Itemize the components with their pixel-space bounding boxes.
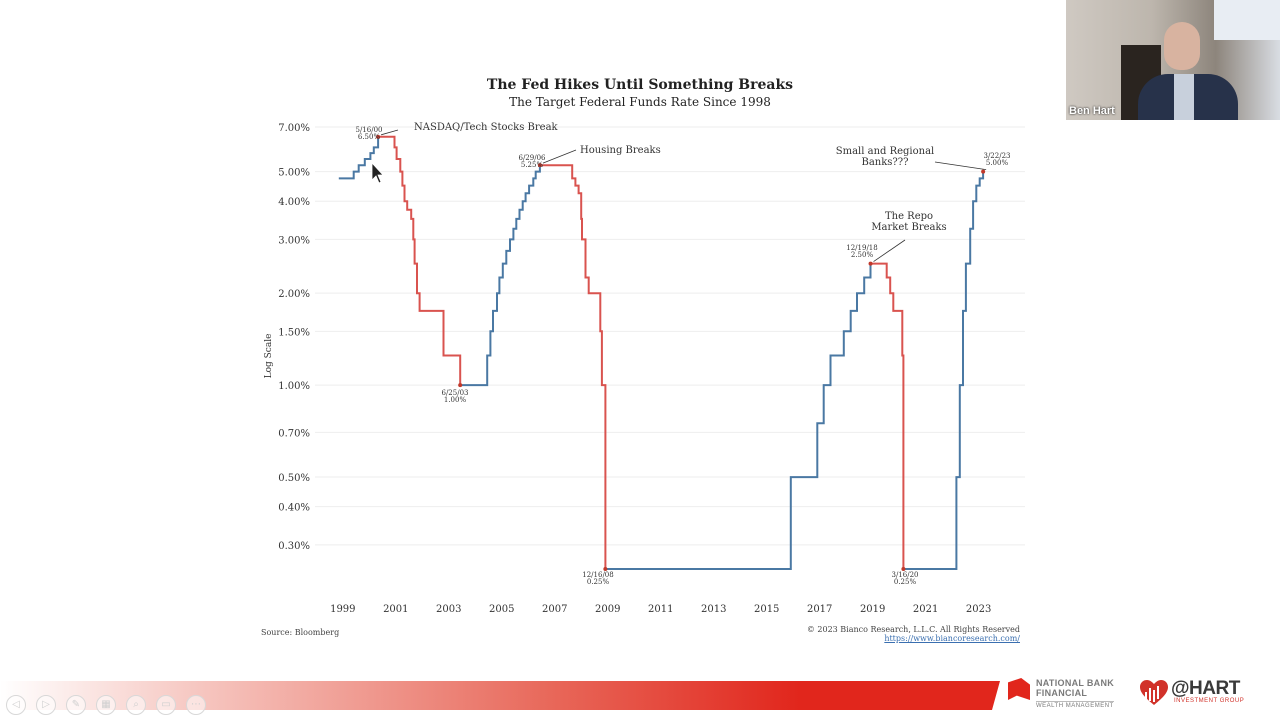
rate-series-hike bbox=[903, 171, 985, 570]
annotation-rate: 5.25% bbox=[521, 161, 544, 169]
nbf-flag-icon bbox=[1008, 678, 1030, 700]
annotation-rate: 2.50% bbox=[851, 251, 874, 259]
x-tick-label: 2023 bbox=[966, 604, 991, 615]
annotation-arrow bbox=[934, 161, 987, 171]
x-tick-label: 1999 bbox=[330, 604, 355, 615]
rate-series-cut bbox=[870, 262, 905, 569]
annotation-arrow bbox=[380, 129, 399, 136]
pen-icon[interactable]: ✎ bbox=[66, 695, 86, 715]
y-tick-label: 0.30% bbox=[278, 541, 310, 552]
y-tick-label: 0.70% bbox=[278, 428, 310, 439]
annotation-arrow bbox=[542, 149, 577, 164]
annotation-rate: 0.25% bbox=[894, 578, 917, 586]
x-tick-label: 2015 bbox=[754, 604, 779, 615]
x-tick-label: 2007 bbox=[542, 604, 567, 615]
hart-heart-icon bbox=[1140, 680, 1168, 705]
mouse-cursor-icon bbox=[371, 161, 384, 184]
y-tick-label: 3.00% bbox=[278, 235, 310, 246]
annotation-rate: 0.25% bbox=[587, 578, 610, 586]
next-slide-icon[interactable]: ▷ bbox=[36, 695, 56, 715]
x-tick-label: 2001 bbox=[383, 604, 408, 615]
x-tick-label: 2009 bbox=[595, 604, 620, 615]
rate-series-cut bbox=[539, 164, 607, 569]
annotation-date: 6/29/06 bbox=[519, 154, 547, 162]
annotation-rate: 1.00% bbox=[444, 396, 467, 404]
slides-grid-icon[interactable]: ▦ bbox=[96, 695, 116, 715]
hart-line1: @HART bbox=[1171, 678, 1240, 699]
x-tick-label: 2003 bbox=[436, 604, 461, 615]
nbf-line2: FINANCIAL bbox=[1036, 688, 1088, 698]
zoom-icon[interactable]: ⌕ bbox=[126, 695, 146, 715]
y-tick-label: 1.50% bbox=[278, 327, 310, 338]
annotation-rate: 6.50% bbox=[358, 133, 381, 141]
prev-slide-icon[interactable]: ◁ bbox=[6, 695, 26, 715]
annotation-label: Banks??? bbox=[861, 157, 908, 168]
annotation-label: The Repo bbox=[885, 211, 933, 222]
y-axis-label: Log Scale bbox=[264, 334, 274, 379]
y-tick-label: 0.40% bbox=[278, 503, 310, 514]
subtitles-icon[interactable]: ▭ bbox=[156, 695, 176, 715]
chart-title: The Fed Hikes Until Something Breaks bbox=[486, 77, 794, 93]
annotation-point bbox=[981, 169, 986, 174]
copyright-text: © 2023 Bianco Research, L.L.C. All Right… bbox=[806, 625, 1020, 634]
x-tick-label: 2005 bbox=[489, 604, 514, 615]
x-tick-label: 2013 bbox=[701, 604, 726, 615]
annotation-date: 12/16/08 bbox=[582, 571, 613, 579]
presenter-name: Ben Hart bbox=[1069, 105, 1115, 117]
annotation-arrow bbox=[873, 239, 906, 262]
presenter-video[interactable]: Ben Hart bbox=[1066, 0, 1280, 120]
presenter-shirt bbox=[1174, 74, 1194, 120]
y-tick-label: 7.00% bbox=[278, 123, 310, 134]
x-tick-label: 2017 bbox=[807, 604, 832, 615]
rate-series-hike bbox=[460, 165, 541, 387]
national-bank-logo: NATIONAL BANK FINANCIAL WEALTH MANAGEMEN… bbox=[1008, 678, 1133, 712]
annotation-date: 3/22/23 bbox=[984, 152, 1011, 160]
y-tick-label: 5.00% bbox=[278, 168, 310, 179]
y-tick-label: 2.00% bbox=[278, 289, 310, 300]
y-tick-label: 1.00% bbox=[278, 381, 310, 392]
presenter-head bbox=[1164, 22, 1200, 70]
x-tick-label: 2019 bbox=[860, 604, 885, 615]
hart-line2: INVESTMENT GROUP bbox=[1174, 698, 1245, 704]
annotation-point bbox=[901, 567, 906, 571]
video-window bbox=[1214, 0, 1280, 40]
nbf-line1: NATIONAL BANK bbox=[1036, 678, 1115, 688]
annotation-label: Market Breaks bbox=[871, 222, 946, 233]
rate-series-hike bbox=[338, 136, 380, 180]
annotation-label: Housing Breaks bbox=[580, 145, 661, 156]
rate-series-hold bbox=[605, 263, 872, 570]
source-link[interactable]: https://www.biancoresearch.com/ bbox=[884, 634, 1020, 643]
annotation-point bbox=[376, 134, 381, 139]
y-tick-label: 0.50% bbox=[278, 473, 310, 484]
x-tick-label: 2021 bbox=[913, 604, 938, 615]
annotation-date: 5/16/00 bbox=[356, 126, 383, 134]
nbf-line3: WEALTH MANAGEMENT bbox=[1036, 701, 1114, 709]
annotation-date: 6/25/03 bbox=[442, 389, 469, 397]
annotation-point bbox=[458, 383, 463, 388]
chart-subtitle: The Target Federal Funds Rate Since 1998 bbox=[509, 95, 771, 109]
annotation-label: NASDAQ/Tech Stocks Break bbox=[414, 122, 559, 133]
annotation-date: 3/16/20 bbox=[892, 571, 919, 579]
annotation-point bbox=[868, 261, 873, 266]
y-tick-label: 4.00% bbox=[278, 197, 310, 208]
source-note: Source: Bloomberg bbox=[261, 628, 340, 637]
more-options-icon[interactable]: ⋯ bbox=[186, 695, 206, 715]
rate-series-cut bbox=[378, 135, 462, 386]
slideshow-controls: ◁ ▷ ✎ ▦ ⌕ ▭ ⋯ bbox=[6, 695, 206, 715]
annotation-date: 12/19/18 bbox=[846, 244, 877, 252]
copyright-block: © 2023 Bianco Research, L.L.C. All Right… bbox=[807, 625, 1020, 643]
annotation-point bbox=[603, 567, 608, 571]
annotation-point bbox=[537, 163, 542, 168]
annotation-rate: 5.00% bbox=[986, 159, 1009, 167]
hart-logo: @HART INVESTMENT GROUP bbox=[1140, 678, 1255, 712]
annotation-label: Small and Regional bbox=[836, 146, 935, 157]
x-tick-label: 2011 bbox=[648, 604, 673, 615]
